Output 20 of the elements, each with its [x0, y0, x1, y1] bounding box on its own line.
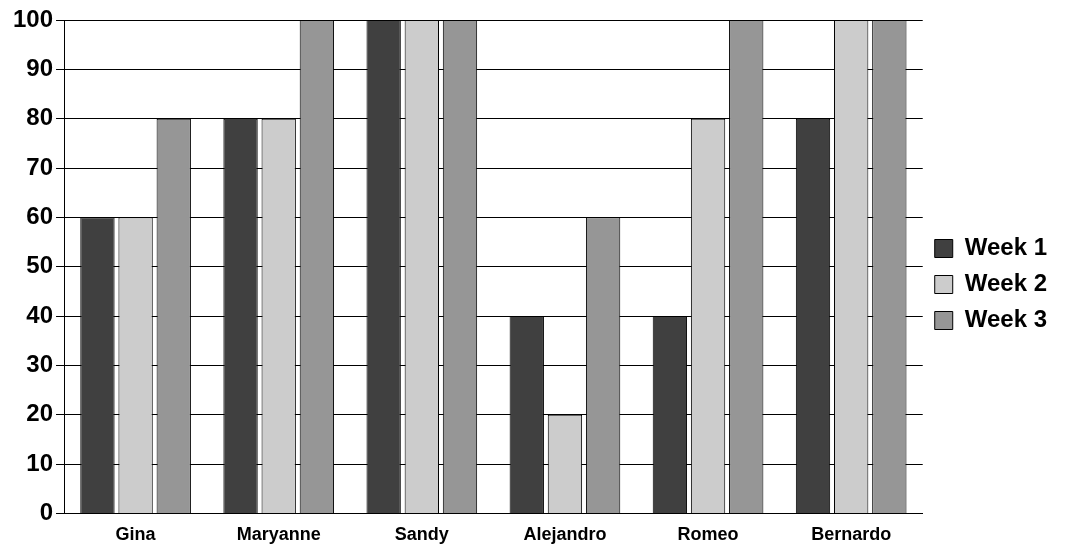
legend-label: Week 1	[964, 233, 1047, 261]
y-tick-label: 0	[39, 498, 54, 526]
y-tick-label: 50	[26, 251, 54, 279]
x-tick-label: Bernardo	[811, 524, 892, 545]
y-tick-label: 70	[26, 152, 54, 180]
y-tick-label: 100	[13, 4, 54, 32]
y-tick-label: 30	[26, 350, 54, 378]
y-tick-label: 40	[26, 300, 54, 328]
legend-label: Week 2	[964, 269, 1047, 297]
y-tick-label: 60	[26, 201, 54, 229]
x-tick-label: Sandy	[394, 524, 449, 545]
x-tick-label: Romeo	[677, 524, 739, 545]
x-tick-label: Maryanne	[236, 524, 321, 545]
y-tick-label: 10	[26, 448, 54, 476]
legend-label: Week 3	[964, 305, 1047, 333]
x-tick-label: Gina	[115, 524, 157, 545]
y-tick-label: 90	[26, 53, 54, 81]
y-tick-label: 20	[26, 399, 54, 427]
x-tick-label: Alejandro	[523, 524, 607, 545]
y-tick-label: 80	[26, 103, 54, 131]
